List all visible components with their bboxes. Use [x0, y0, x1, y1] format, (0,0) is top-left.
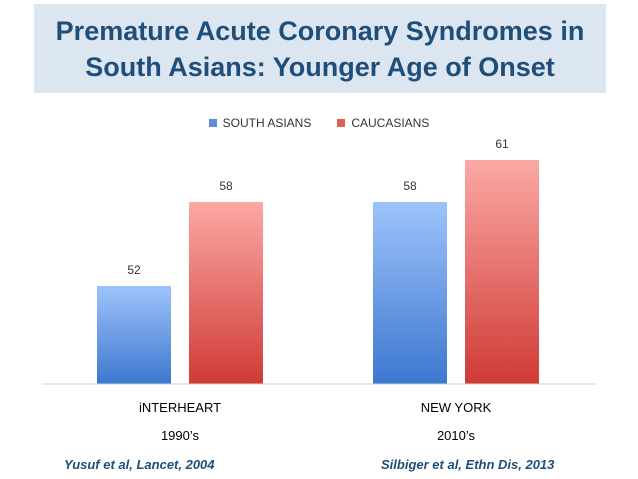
citation-left: Yusuf et al, Lancet, 2004 [64, 457, 215, 472]
citation-right: Silbiger et al, Ethn Dis, 2013 [381, 457, 555, 472]
legend-item-south-asians: SOUTH ASIANS [208, 116, 312, 130]
legend-label-caucasians: CAUCASIANS [351, 116, 430, 130]
category-label-interheart: iNTERHEART [139, 400, 221, 415]
subcategory-label-2010s: 2010’s [437, 428, 476, 443]
legend-item-caucasians: CAUCASIANS [337, 116, 429, 130]
title-line-2: South Asians: Younger Age of Onset [85, 51, 555, 82]
data-label-interheart-south-asians: 52 [127, 263, 141, 277]
legend-swatch-south-asians [208, 119, 217, 127]
bar-interheart-caucasians [189, 202, 263, 384]
bar-new-york-caucasians [465, 160, 539, 384]
subcategory-label-1990s: 1990’s [161, 428, 200, 443]
data-label-new-york-caucasians: 61 [495, 137, 509, 151]
chart-legend: SOUTH ASIANS CAUCASIANS [0, 116, 638, 130]
bar-new-york-south-asians [373, 202, 447, 384]
legend-swatch-caucasians [337, 119, 346, 127]
title-line-1: Premature Acute Coronary Syndromes in [55, 15, 585, 46]
data-label-interheart-caucasians: 58 [219, 179, 233, 193]
legend-label-south-asians: SOUTH ASIANS [222, 116, 312, 130]
category-label-new-york: NEW YORK [421, 400, 492, 415]
data-label-new-york-south-asians: 58 [403, 179, 417, 193]
bar-interheart-south-asians [97, 286, 171, 384]
title-box: Premature Acute Coronary Syndromes in So… [34, 4, 606, 93]
